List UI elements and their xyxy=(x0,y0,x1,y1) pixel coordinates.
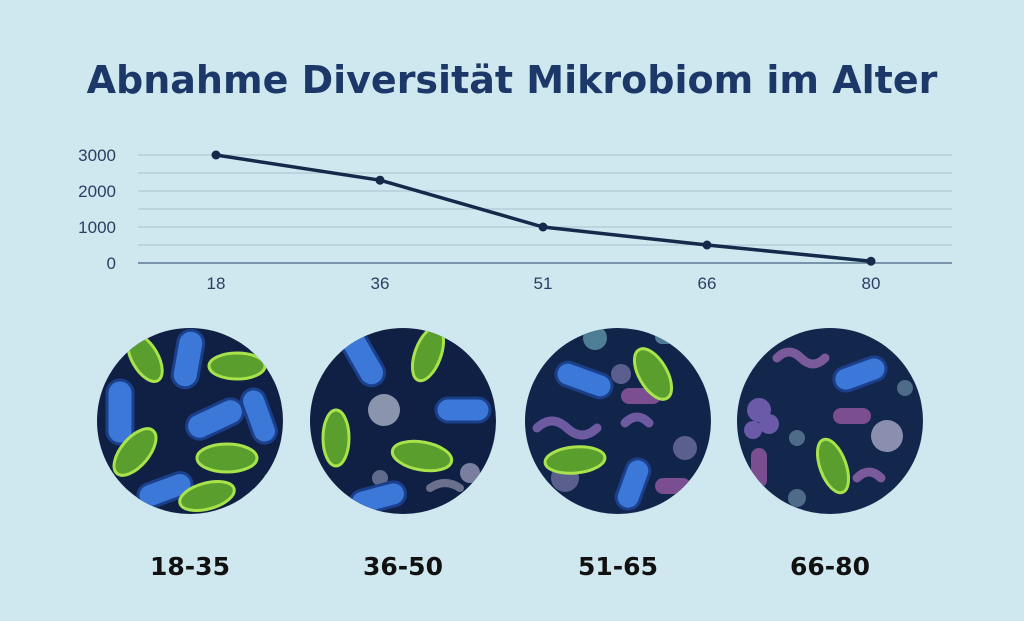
line-chart: 0 1000 2000 3000 18 36 51 66 80 xyxy=(78,146,952,293)
grid-lines xyxy=(138,154,952,264)
x-axis-ticks: 18 36 51 66 80 xyxy=(207,274,881,293)
age-group-label: 18-35 xyxy=(150,552,230,581)
y-tick-label: 2000 xyxy=(78,182,116,201)
age-group-label: 66-80 xyxy=(790,552,870,581)
data-point xyxy=(375,175,385,185)
microbiome-image-36-50 xyxy=(310,328,496,514)
x-tick-label: 18 xyxy=(207,274,226,293)
data-points xyxy=(211,150,876,266)
y-tick-label: 3000 xyxy=(78,146,116,165)
microbiome-image-51-65 xyxy=(525,328,711,514)
age-group-label: 36-50 xyxy=(363,552,443,581)
microbiome-image-66-80 xyxy=(737,328,923,514)
age-group-label: 51-65 xyxy=(578,552,658,581)
chart-title: Abnahme Diversität Mikrobiom im Alter xyxy=(86,58,938,102)
data-point xyxy=(538,222,548,232)
x-tick-label: 51 xyxy=(534,274,553,293)
y-axis-ticks: 0 1000 2000 3000 xyxy=(78,146,116,273)
y-tick-label: 1000 xyxy=(78,218,116,237)
data-point xyxy=(211,150,221,160)
x-tick-label: 80 xyxy=(862,274,881,293)
y-tick-label: 0 xyxy=(107,254,116,273)
microbiome-image-18-35 xyxy=(97,328,283,514)
data-point xyxy=(866,256,876,266)
data-point xyxy=(702,240,712,250)
x-tick-label: 66 xyxy=(698,274,717,293)
x-tick-label: 36 xyxy=(371,274,390,293)
